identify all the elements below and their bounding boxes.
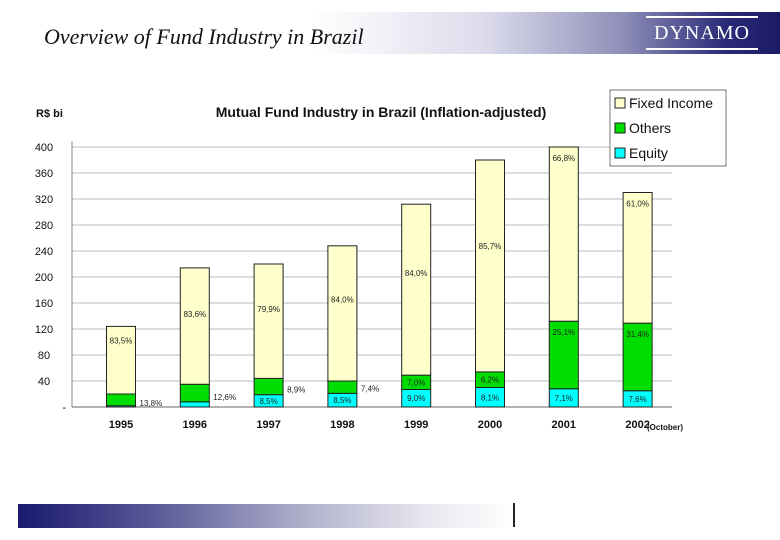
data-label: 8,1% (481, 393, 499, 402)
header-band (0, 12, 780, 54)
data-label: 25,1% (552, 328, 575, 337)
data-label: 83,5% (110, 336, 133, 345)
bar-segment (475, 159, 505, 373)
y-tick-label: - (62, 402, 66, 414)
bar-segment (622, 322, 653, 392)
x-tick-label: 2001 (552, 419, 576, 431)
y-tick-label: 400 (35, 142, 53, 154)
y-tick-label: 200 (35, 272, 53, 284)
x-tick-label: 1995 (109, 419, 133, 431)
data-label: 85,7% (479, 242, 502, 251)
y-tick-label: 240 (35, 246, 53, 258)
x-tick-label: 2002 (625, 419, 649, 431)
data-label: 66,8% (552, 154, 575, 163)
data-label: 8,5% (333, 396, 351, 405)
data-label: 61,0% (626, 200, 649, 209)
data-label: 6,2% (481, 376, 499, 385)
y-tick-label: 360 (35, 168, 53, 180)
bar-segment (327, 380, 358, 394)
bar-segment (179, 383, 210, 403)
x-axis-note: (October) (647, 423, 683, 432)
bar-segment (401, 203, 432, 376)
bar-segment (253, 263, 284, 379)
data-label: 13,8% (140, 399, 163, 408)
data-label: 7,0% (407, 378, 425, 387)
legend-swatch (614, 122, 626, 134)
data-label: 84,0% (331, 296, 354, 305)
bar-segment (622, 192, 653, 324)
data-label: 12,6% (213, 393, 236, 402)
x-tick-label: 1996 (183, 419, 207, 431)
y-tick-label: 120 (35, 324, 53, 336)
legend-box (609, 89, 727, 167)
bar-segment (327, 245, 358, 382)
footer-divider (513, 503, 515, 527)
y-tick-label: 40 (38, 376, 50, 388)
data-label: 31,4% (626, 330, 649, 339)
y-tick-label: 280 (35, 220, 53, 232)
data-label: 79,9% (257, 305, 280, 314)
bar-segment (179, 401, 210, 408)
y-tick-label: 320 (35, 194, 53, 206)
x-tick-label: 2000 (478, 419, 502, 431)
legend-swatch (614, 147, 626, 159)
bar-segment (548, 146, 579, 322)
y-tick-label: 160 (35, 298, 53, 310)
chart-title: Mutual Fund Industry in Brazil (Inflatio… (216, 104, 547, 120)
legend-swatch (614, 97, 626, 109)
x-tick-label: 1997 (256, 419, 280, 431)
data-label: 8,9% (287, 386, 305, 395)
data-label: 7,4% (361, 384, 379, 393)
bar-segment (548, 320, 579, 390)
y-tick-label: 80 (38, 350, 50, 362)
legend-entry: Equity (629, 145, 668, 161)
bar-segment (106, 393, 136, 407)
data-label: 9,0% (407, 394, 425, 403)
bar-segment (179, 267, 210, 385)
data-label: 7,6% (628, 395, 646, 404)
y-axis-label: R$ bi (36, 108, 63, 120)
brand-logo: DYNAMO (646, 16, 758, 50)
brand-logo-text: DYNAMO (654, 21, 750, 44)
bar-segment (253, 377, 284, 396)
slide-title: Overview of Fund Industry in Brazil (44, 24, 364, 49)
legend-entry: Fixed Income (629, 95, 713, 111)
data-label: 84,0% (405, 269, 428, 278)
data-label: 7,1% (555, 394, 573, 403)
x-tick-label: 1999 (404, 419, 428, 431)
legend-entry: Others (629, 120, 671, 136)
bar-segment (106, 325, 136, 395)
footer-bar (18, 504, 512, 528)
x-tick-label: 1998 (330, 419, 354, 431)
data-label: 83,6% (183, 310, 206, 319)
data-label: 8,5% (259, 397, 277, 406)
